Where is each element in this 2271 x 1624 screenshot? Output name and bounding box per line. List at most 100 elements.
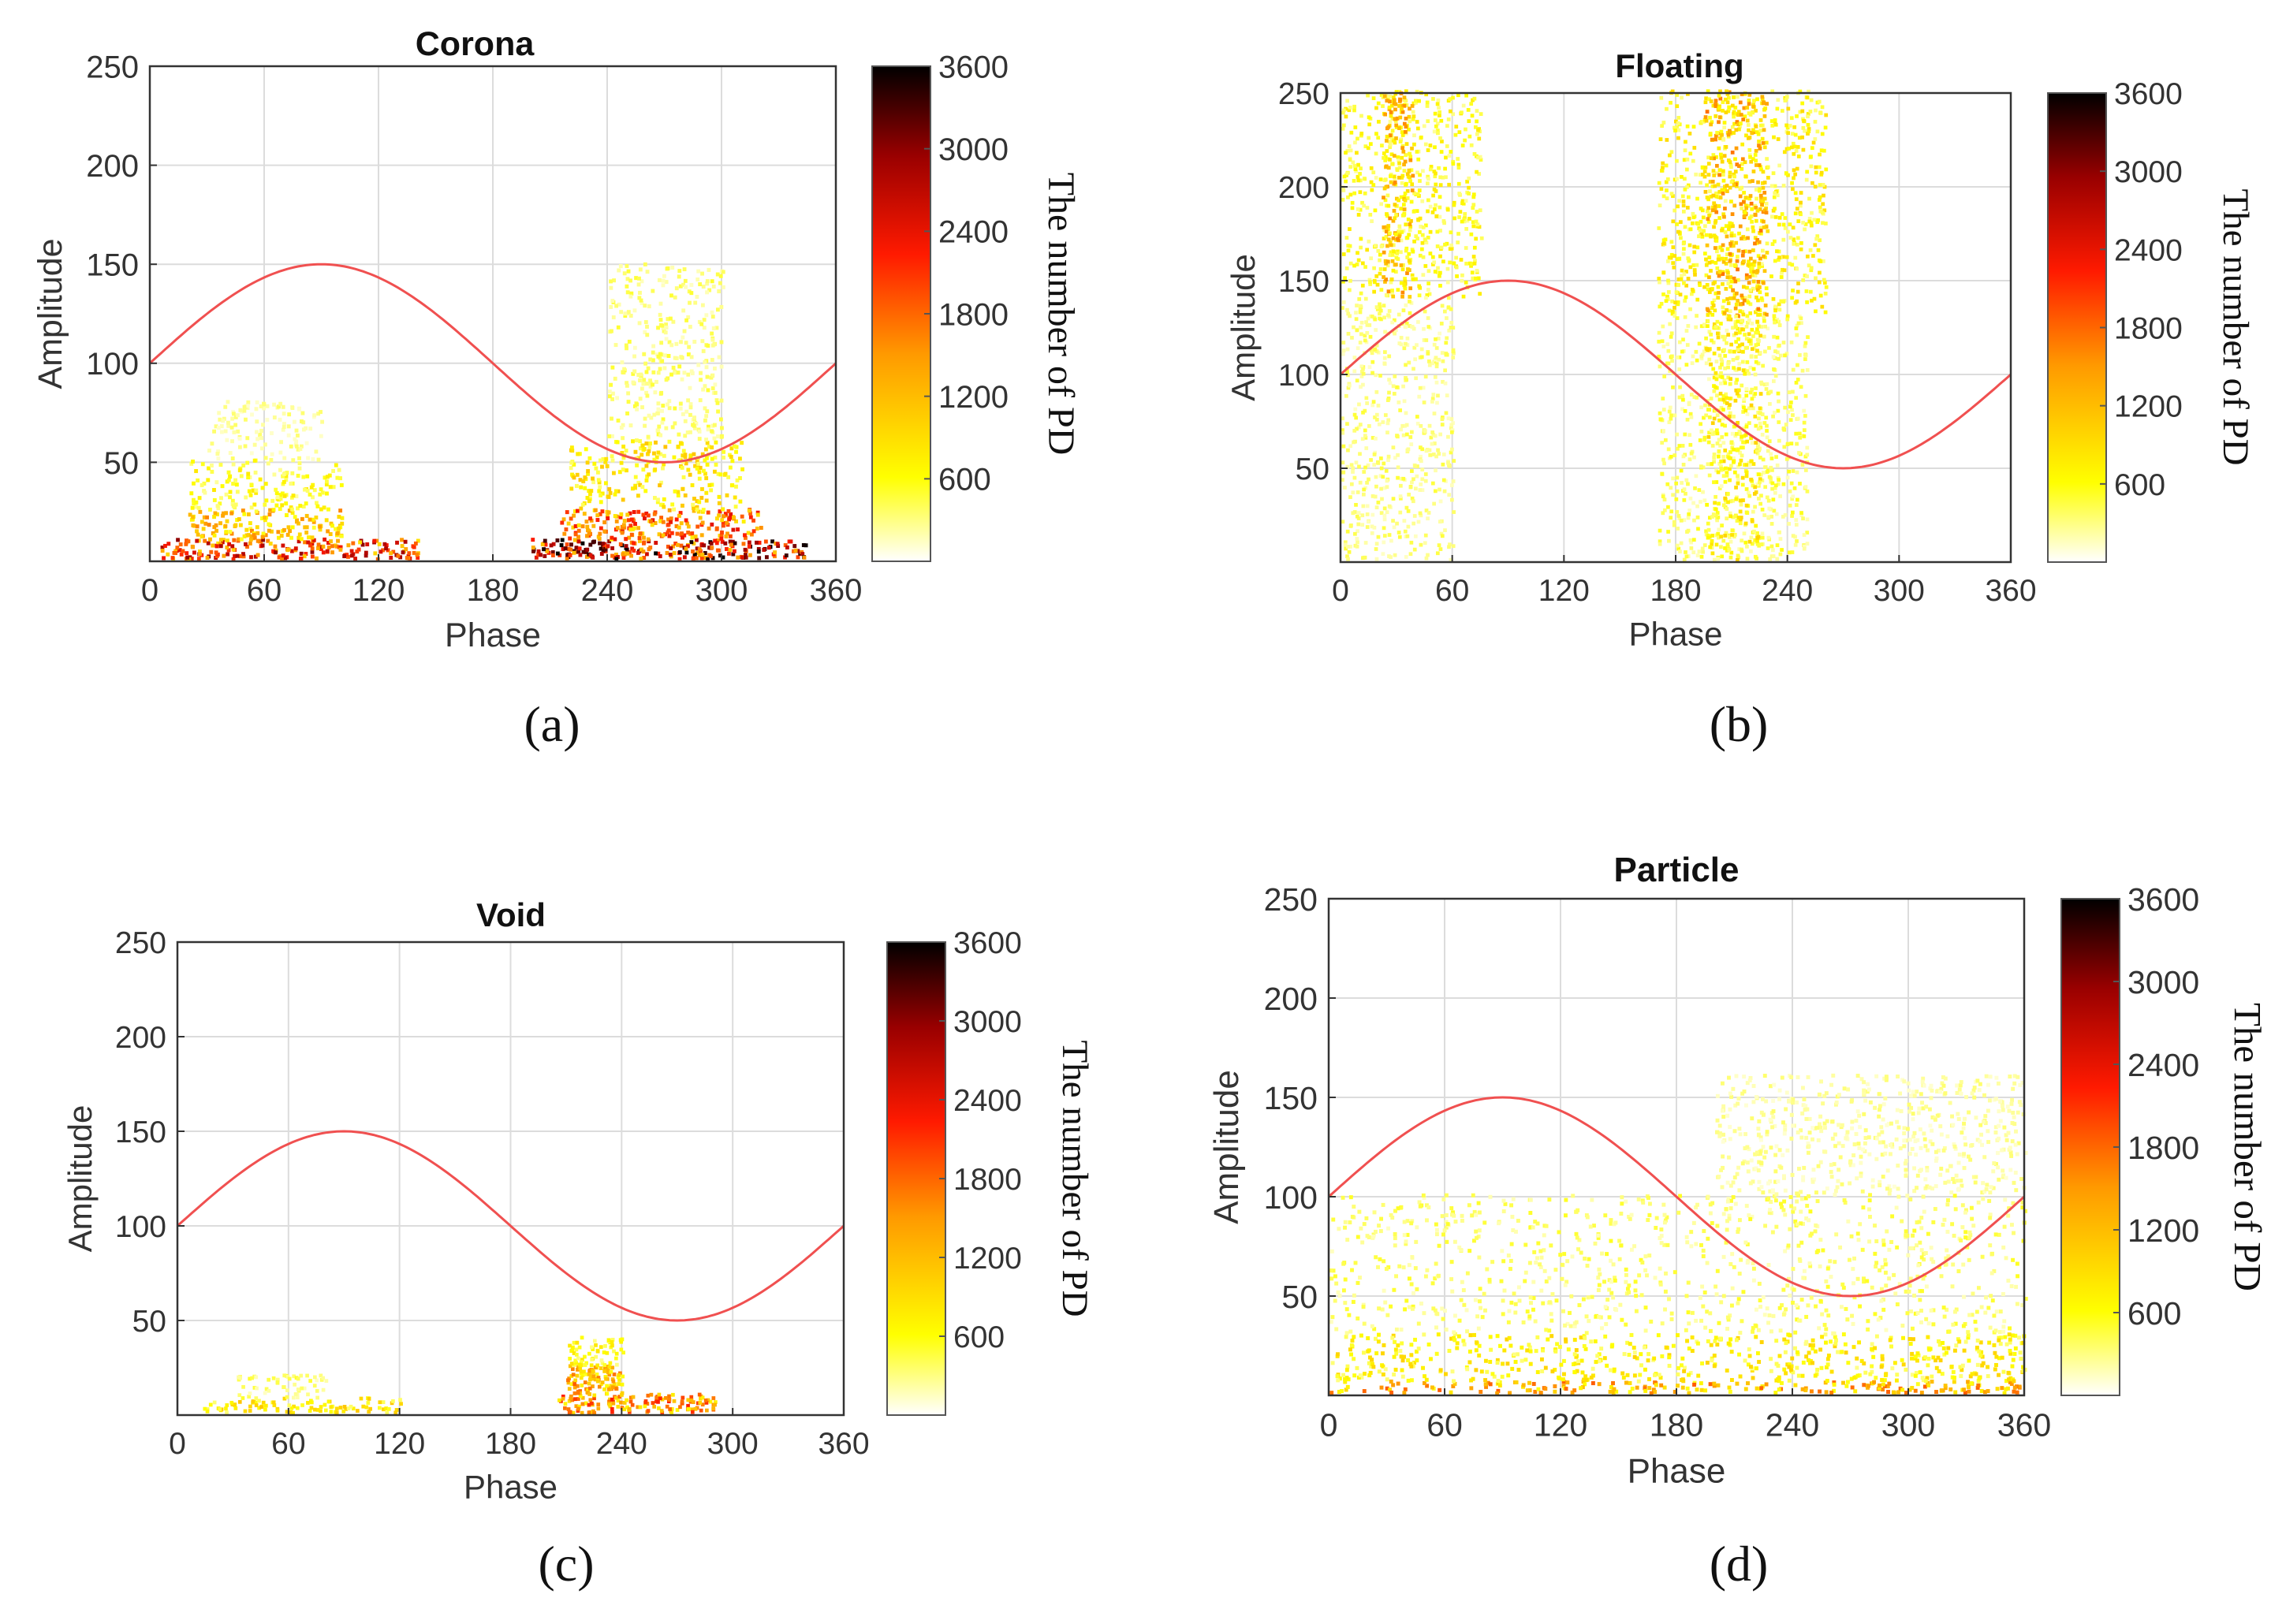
density-cell [1341, 279, 1345, 284]
density-cell [1356, 136, 1359, 141]
density-cell [1358, 310, 1363, 315]
density-cell [1657, 339, 1661, 344]
density-cell [678, 284, 683, 289]
density-cell [1404, 153, 1408, 157]
density-cell [1699, 219, 1703, 224]
density-cell [252, 533, 256, 538]
density-cell [203, 538, 207, 543]
density-cell [1388, 253, 1393, 257]
density-cell [643, 423, 647, 428]
density-cell [1394, 123, 1399, 128]
density-cell [1769, 544, 1774, 549]
density-cell [1743, 521, 1748, 526]
density-cell [1755, 542, 1760, 546]
density-cell [378, 1400, 382, 1405]
density-cell [1415, 120, 1419, 124]
density-cell [1798, 203, 1803, 208]
density-cell [246, 533, 251, 538]
density-cell [1353, 167, 1358, 172]
density-cell [1715, 249, 1719, 254]
density-cell [1728, 403, 1732, 407]
density-cell [281, 482, 285, 486]
colorbar-tick-label: 1800 [2114, 312, 2183, 346]
density-cell [669, 520, 673, 524]
density-cell [1750, 327, 1755, 332]
density-cell [272, 472, 277, 477]
density-cell [210, 464, 214, 468]
density-cell [1735, 448, 1740, 453]
density-cell [1712, 375, 1717, 380]
density-cell [315, 504, 320, 508]
density-cell [1757, 416, 1761, 421]
density-cell [1464, 93, 1468, 98]
density-cell [658, 312, 662, 317]
density-cell [1722, 121, 1727, 125]
density-cell [1743, 371, 1747, 376]
density-cell [631, 439, 635, 444]
density-cell [1412, 547, 1417, 552]
density-cell [678, 441, 683, 445]
density-cell [255, 553, 260, 557]
density-cell [555, 538, 560, 542]
density-cell [695, 524, 700, 529]
density-cell [1796, 363, 1799, 367]
density-cell [1734, 340, 1739, 344]
density-cell [1354, 317, 1359, 322]
density-cell [1704, 96, 1708, 101]
density-cell [622, 525, 627, 530]
density-cell [1732, 174, 1736, 179]
density-cell [1423, 541, 1427, 546]
density-cell [215, 512, 220, 516]
density-cell [1661, 166, 1665, 170]
density-cell [358, 540, 362, 545]
density-cell [1435, 121, 1440, 126]
density-cell [1799, 321, 1803, 326]
density-cell [1419, 459, 1423, 464]
density-cell [1399, 342, 1404, 347]
density-cell [1770, 242, 1775, 246]
density-cell [1458, 210, 1463, 214]
density-cell [1791, 534, 1796, 538]
density-cell [555, 551, 560, 556]
density-cell [550, 553, 555, 557]
density-cell [1728, 285, 1733, 289]
density-cell [738, 456, 742, 461]
density-cell [748, 515, 753, 520]
density-cell [1788, 404, 1792, 409]
density-cell [203, 490, 207, 495]
density-cell [353, 557, 357, 561]
density-cell [1459, 258, 1464, 262]
density-cell [1426, 288, 1430, 292]
density-cell [1370, 494, 1375, 498]
density-cell [1771, 355, 1776, 359]
density-cell [237, 537, 241, 542]
density-cell [1717, 501, 1721, 506]
density-cell [1408, 435, 1413, 439]
density-cell [1725, 549, 1729, 553]
density-cell [1475, 109, 1479, 114]
density-cell [1427, 448, 1432, 453]
density-cell [603, 460, 608, 464]
density-cell [1684, 295, 1688, 300]
density-cell [1744, 133, 1748, 138]
density-cell [1418, 216, 1423, 221]
density-cell [1818, 270, 1822, 275]
density-cell [755, 512, 760, 517]
density-cell [334, 527, 337, 531]
colorbar-tick-label: 2400 [938, 215, 1009, 250]
density-cell [1393, 318, 1397, 322]
density-cell [1756, 307, 1761, 311]
density-cell [1419, 513, 1423, 518]
density-cell [1758, 312, 1762, 317]
density-cell [311, 538, 316, 542]
density-cell [285, 1410, 289, 1414]
density-cell [1419, 135, 1423, 140]
density-cell [1747, 128, 1751, 132]
density-cell [1411, 277, 1415, 281]
density-cell [1377, 422, 1382, 426]
density-cell [1401, 263, 1405, 267]
density-cell [400, 538, 404, 542]
density-cell [1384, 261, 1388, 266]
sine-reference-line [1340, 279, 2012, 470]
density-cell [1790, 145, 1794, 150]
